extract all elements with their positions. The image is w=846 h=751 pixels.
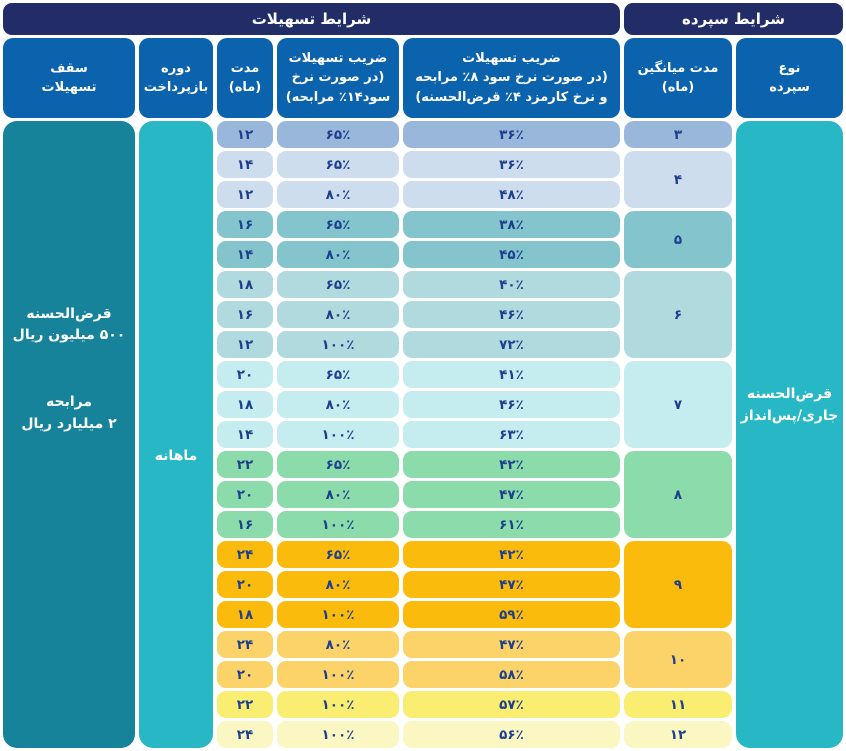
coef-8pct-cell: ۳۶٪ <box>403 151 620 178</box>
coef-14pct-cell: ۶۵٪ <box>277 151 399 178</box>
coef-14pct-cell: ۱۰۰٪ <box>277 511 399 538</box>
col-header-coef-14pct: ضریب تسهیلات (در صورت نرخ سود۱۴٪ مرابحه) <box>277 38 399 118</box>
term-months-cell: ۲۲ <box>217 691 273 718</box>
term-months-cell: ۱۴ <box>217 151 273 178</box>
avg-duration-cell: ۷ <box>624 361 732 448</box>
coef-8pct-cell: ۴۱٪ <box>403 361 620 388</box>
term-months-cell: ۱۸ <box>217 601 273 628</box>
coef-8pct-cell: ۴۲٪ <box>403 541 620 568</box>
coef-14pct-cell: ۸۰٪ <box>277 301 399 328</box>
coef-8pct-cell: ۳۸٪ <box>403 211 620 238</box>
coef-14pct-cell: ۱۰۰٪ <box>277 601 399 628</box>
coef-14pct-cell: ۸۰٪ <box>277 181 399 208</box>
col-header-avg-duration: مدت میانگین (ماه) <box>624 38 732 118</box>
avg-duration-cell: ۴ <box>624 151 732 208</box>
coef-14pct-cell: ۱۰۰٪ <box>277 661 399 688</box>
coef-8pct-cell: ۳۶٪ <box>403 121 620 148</box>
term-months-cell: ۱۴ <box>217 241 273 268</box>
avg-duration-cell: ۱۲ <box>624 721 732 748</box>
term-months-cell: ۲۰ <box>217 361 273 388</box>
deposit-type-cell: قرض‌الحسنه جاری/پس‌انداز <box>736 121 843 748</box>
coef-14pct-cell: ۱۰۰٪ <box>277 331 399 358</box>
coef-8pct-cell: ۴۵٪ <box>403 241 620 268</box>
coef-14pct-cell: ۸۰٪ <box>277 391 399 418</box>
avg-duration-cell: ۹ <box>624 541 732 628</box>
coef-14pct-cell: ۶۵٪ <box>277 451 399 478</box>
term-months-cell: ۲۰ <box>217 481 273 508</box>
coef-8pct-cell: ۵۶٪ <box>403 721 620 748</box>
deposit-section-header: شرایط سپرده <box>624 3 843 35</box>
coef-8pct-cell: ۴۰٪ <box>403 271 620 298</box>
avg-duration-cell: ۱۱ <box>624 691 732 718</box>
repayment-period-cell: ماهانه <box>139 121 213 748</box>
ceiling-qarz-text: قرض‌الحسنه ۵۰۰ میلیون ریال <box>12 305 126 344</box>
coef-8pct-cell: ۴۷٪ <box>403 571 620 598</box>
coef-14pct-cell: ۱۰۰٪ <box>277 721 399 748</box>
coef-14pct-cell: ۶۵٪ <box>277 211 399 238</box>
coef-8pct-cell: ۴۲٪ <box>403 451 620 478</box>
coef-8pct-cell: ۶۳٪ <box>403 421 620 448</box>
coef-8pct-cell: ۶۱٪ <box>403 511 620 538</box>
coef-14pct-cell: ۸۰٪ <box>277 241 399 268</box>
term-months-cell: ۲۰ <box>217 661 273 688</box>
coef-8pct-cell: ۵۸٪ <box>403 661 620 688</box>
term-months-cell: ۱۶ <box>217 211 273 238</box>
coef-8pct-cell: ۵۷٪ <box>403 691 620 718</box>
coef-14pct-cell: ۸۰٪ <box>277 631 399 658</box>
ceiling-morabaha-text: مرابحه ۲ میلیارد ریال <box>21 394 117 432</box>
coef-14pct-cell: ۶۵٪ <box>277 271 399 298</box>
col-header-term: مدت (ماه) <box>217 38 273 118</box>
term-months-cell: ۱۸ <box>217 391 273 418</box>
term-months-cell: ۱۲ <box>217 181 273 208</box>
term-months-cell: ۱۶ <box>217 301 273 328</box>
coef-8pct-cell: ۵۹٪ <box>403 601 620 628</box>
col-header-coef-8pct: ضریب تسهیلات (در صورت نرخ سود ۸٪ مرابحه … <box>403 38 620 118</box>
col-header-repayment: دوره بازپرداخت <box>139 38 213 118</box>
avg-duration-cell: ۶ <box>624 271 732 358</box>
avg-duration-cell: ۸ <box>624 451 732 538</box>
coef-14pct-cell: ۱۰۰٪ <box>277 421 399 448</box>
term-months-cell: ۱۸ <box>217 271 273 298</box>
coef-8pct-cell: ۴۷٪ <box>403 631 620 658</box>
term-months-cell: ۲۲ <box>217 451 273 478</box>
avg-duration-cell: ۱۰ <box>624 631 732 688</box>
coef-8pct-cell: ۷۲٪ <box>403 331 620 358</box>
term-months-cell: ۱۲ <box>217 121 273 148</box>
avg-duration-cell: ۵ <box>624 211 732 268</box>
term-months-cell: ۱۶ <box>217 511 273 538</box>
coef-14pct-cell: ۸۰٪ <box>277 481 399 508</box>
coef-8pct-cell: ۴۶٪ <box>403 391 620 418</box>
facilities-section-header: شرایط تسهیلات <box>3 3 620 35</box>
term-months-cell: ۱۴ <box>217 421 273 448</box>
term-months-cell: ۲۴ <box>217 541 273 568</box>
term-months-cell: ۲۴ <box>217 631 273 658</box>
term-months-cell: ۱۲ <box>217 331 273 358</box>
avg-duration-cell: ۳ <box>624 121 732 148</box>
coef-8pct-cell: ۴۶٪ <box>403 301 620 328</box>
facility-ceiling-cell: قرض‌الحسنه ۵۰۰ میلیون ریال مرابحه ۲ میلی… <box>3 121 135 748</box>
coef-14pct-cell: ۸۰٪ <box>277 571 399 598</box>
coef-14pct-cell: ۱۰۰٪ <box>277 691 399 718</box>
col-header-ceiling: سقف تسهیلات <box>3 38 135 118</box>
coef-14pct-cell: ۶۵٪ <box>277 541 399 568</box>
term-months-cell: ۲۴ <box>217 721 273 748</box>
col-header-deposit-type: نوع سپرده <box>736 38 843 118</box>
term-months-cell: ۲۰ <box>217 571 273 598</box>
coef-14pct-cell: ۶۵٪ <box>277 361 399 388</box>
coef-14pct-cell: ۶۵٪ <box>277 121 399 148</box>
coef-8pct-cell: ۴۸٪ <box>403 181 620 208</box>
coef-8pct-cell: ۴۷٪ <box>403 481 620 508</box>
